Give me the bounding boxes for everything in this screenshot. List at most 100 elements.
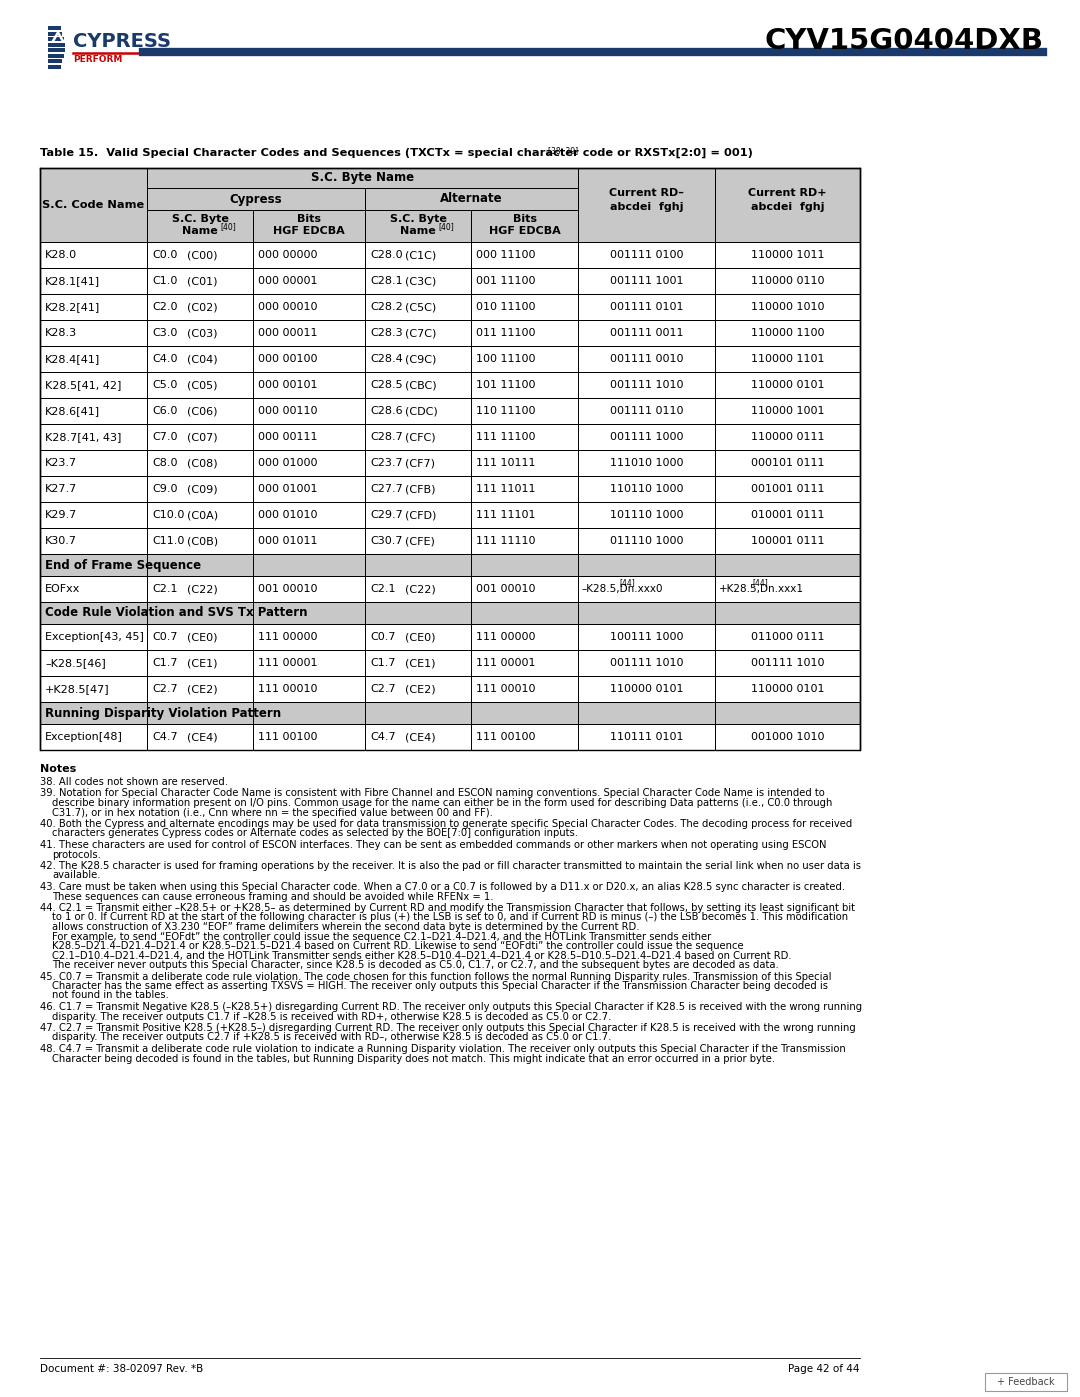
- Text: End of Frame Sequence: End of Frame Sequence: [45, 559, 201, 571]
- Text: 001111 1000: 001111 1000: [610, 432, 684, 441]
- Text: 110000 1010: 110000 1010: [751, 302, 824, 312]
- Text: K30.7: K30.7: [45, 536, 77, 546]
- Text: 000 01010: 000 01010: [258, 510, 318, 520]
- Bar: [48, 36, 64, 41]
- Bar: [40, 676, 860, 703]
- Text: 000 11100: 000 11100: [476, 250, 536, 260]
- Text: 110000 0110: 110000 0110: [751, 277, 824, 286]
- Text: K28.2[41]: K28.2[41]: [45, 302, 100, 312]
- Text: (C5C): (C5C): [405, 302, 436, 312]
- Bar: [40, 624, 860, 650]
- Text: 48. C4.7 = Transmit a deliberate code rule violation to indicate a Running Dispa: 48. C4.7 = Transmit a deliberate code ru…: [40, 1044, 846, 1053]
- Bar: [365, 189, 578, 210]
- Text: Character being decoded is found in the tables, but Running Disparity does not m: Character being decoded is found in the …: [52, 1053, 775, 1063]
- Text: 110111 0101: 110111 0101: [610, 732, 684, 742]
- Bar: [578, 168, 715, 242]
- Text: 45. C0.7 = Transmit a deliberate code rule violation. The code chosen for this f: 45. C0.7 = Transmit a deliberate code ru…: [40, 971, 832, 982]
- Text: C2.1: C2.1: [152, 584, 177, 594]
- Text: 110000 0101: 110000 0101: [751, 380, 824, 390]
- Text: C2.7: C2.7: [370, 685, 395, 694]
- Text: C4.7: C4.7: [152, 732, 177, 742]
- Text: Character has the same effect as asserting TXSVS = HIGH. The receiver only outpu: Character has the same effect as asserti…: [52, 981, 828, 990]
- Text: 111010 1000: 111010 1000: [610, 458, 684, 468]
- Text: 41. These characters are used for control of ESCON interfaces. They can be sent : 41. These characters are used for contro…: [40, 840, 826, 849]
- Text: +K28.5,Dn.xxx1: +K28.5,Dn.xxx1: [719, 584, 804, 594]
- Text: PERFORM: PERFORM: [73, 54, 122, 64]
- Text: 110110 1000: 110110 1000: [610, 483, 684, 495]
- Text: C5.0: C5.0: [152, 380, 177, 390]
- Text: 44. C2.1 = Transmit either –K28.5+ or +K28.5– as determined by Current RD and mo: 44. C2.1 = Transmit either –K28.5+ or +K…: [40, 902, 855, 914]
- Text: 110000 1101: 110000 1101: [751, 353, 824, 365]
- Bar: [40, 242, 860, 268]
- Text: (C0A): (C0A): [187, 510, 218, 520]
- Text: 111 00000: 111 00000: [476, 631, 536, 643]
- Text: 000 00111: 000 00111: [258, 432, 318, 441]
- Text: 111 11101: 111 11101: [476, 510, 536, 520]
- Text: (CE0): (CE0): [187, 631, 217, 643]
- Bar: [40, 476, 860, 502]
- Text: to 1 or 0. If Current RD at the start of the following character is plus (+) the: to 1 or 0. If Current RD at the start of…: [52, 912, 848, 922]
- Text: (CE1): (CE1): [187, 658, 217, 668]
- Bar: [147, 189, 365, 210]
- Bar: [40, 650, 860, 676]
- Text: C4.0: C4.0: [152, 353, 177, 365]
- Text: (C01): (C01): [187, 277, 217, 286]
- Text: 47. C2.7 = Transmit Positive K28.5 (+K28.5–) disregarding Current RD. The receiv: 47. C2.7 = Transmit Positive K28.5 (+K28…: [40, 1023, 855, 1032]
- Text: [44]: [44]: [752, 578, 768, 588]
- Text: C0.7: C0.7: [370, 631, 395, 643]
- Text: 43. Care must be taken when using this Special Character code. When a C7.0 or a : 43. Care must be taken when using this S…: [40, 882, 846, 893]
- Text: C23.7: C23.7: [370, 458, 403, 468]
- Text: 000 00001: 000 00001: [258, 277, 318, 286]
- Text: 000101 0111: 000101 0111: [751, 458, 824, 468]
- Text: C2.0: C2.0: [152, 302, 177, 312]
- Text: S.C. Byte: S.C. Byte: [172, 214, 229, 224]
- Text: 46. C1.7 = Transmit Negative K28.5 (–K28.5+) disregarding Current RD. The receiv: 46. C1.7 = Transmit Negative K28.5 (–K28…: [40, 1002, 862, 1011]
- Text: C28.6: C28.6: [370, 407, 403, 416]
- Text: 42. The K28.5 character is used for framing operations by the receiver. It is al: 42. The K28.5 character is used for fram…: [40, 861, 861, 870]
- Bar: [40, 703, 860, 724]
- Bar: [48, 32, 63, 35]
- Bar: [40, 320, 860, 346]
- Text: 001111 1010: 001111 1010: [751, 658, 824, 668]
- Text: 010 11100: 010 11100: [476, 302, 536, 312]
- Bar: [40, 576, 860, 602]
- Text: 001111 1010: 001111 1010: [610, 380, 684, 390]
- Text: K23.7: K23.7: [45, 458, 77, 468]
- Text: 100111 1000: 100111 1000: [610, 631, 684, 643]
- Text: K28.5–D21.4–D21.4–D21.4 or K28.5–D21.5–D21.4 based on Current RD. Likewise to se: K28.5–D21.4–D21.4–D21.4 or K28.5–D21.5–D…: [52, 942, 744, 951]
- Text: 111 00010: 111 00010: [258, 685, 318, 694]
- Text: –K28.5,Dn.xxx0: –K28.5,Dn.xxx0: [582, 584, 663, 594]
- Text: C2.1–D10.4–D21.4–D21.4, and the HOTLink Transmitter sends either K28.5–D10.4–D21: C2.1–D10.4–D21.4–D21.4, and the HOTLink …: [52, 950, 792, 961]
- Text: CYV15G0404DXB: CYV15G0404DXB: [764, 27, 1043, 54]
- Text: K28.1[41]: K28.1[41]: [45, 277, 100, 286]
- Bar: [40, 268, 860, 293]
- Text: 100001 0111: 100001 0111: [751, 536, 824, 546]
- Text: EOFxx: EOFxx: [45, 584, 80, 594]
- Text: 001111 0010: 001111 0010: [610, 353, 684, 365]
- Text: available.: available.: [52, 870, 100, 880]
- Text: (C04): (C04): [187, 353, 218, 365]
- Text: K28.7[41, 43]: K28.7[41, 43]: [45, 432, 121, 441]
- Bar: [715, 168, 860, 242]
- Text: Name: Name: [400, 226, 436, 236]
- Text: C28.0: C28.0: [370, 250, 403, 260]
- Text: S.C. Byte Name: S.C. Byte Name: [311, 172, 414, 184]
- Text: not found in the tables.: not found in the tables.: [52, 990, 168, 1000]
- Text: C1.0: C1.0: [152, 277, 177, 286]
- Text: 011110 1000: 011110 1000: [610, 536, 684, 546]
- Text: (C08): (C08): [187, 458, 218, 468]
- Text: C28.2: C28.2: [370, 302, 403, 312]
- Text: (CFE): (CFE): [405, 536, 435, 546]
- Text: (C22): (C22): [187, 584, 218, 594]
- Text: 000 00100: 000 00100: [258, 353, 318, 365]
- Text: C6.0: C6.0: [152, 407, 177, 416]
- Text: [38, 39]: [38, 39]: [549, 147, 579, 156]
- Text: 111 11110: 111 11110: [476, 536, 536, 546]
- Text: (C00): (C00): [187, 250, 217, 260]
- Text: 000 01000: 000 01000: [258, 458, 318, 468]
- Text: 110000 1100: 110000 1100: [751, 328, 824, 338]
- Text: 000 00011: 000 00011: [258, 328, 318, 338]
- Text: K28.4[41]: K28.4[41]: [45, 353, 100, 365]
- Text: 100 11100: 100 11100: [476, 353, 536, 365]
- Text: K27.7: K27.7: [45, 483, 78, 495]
